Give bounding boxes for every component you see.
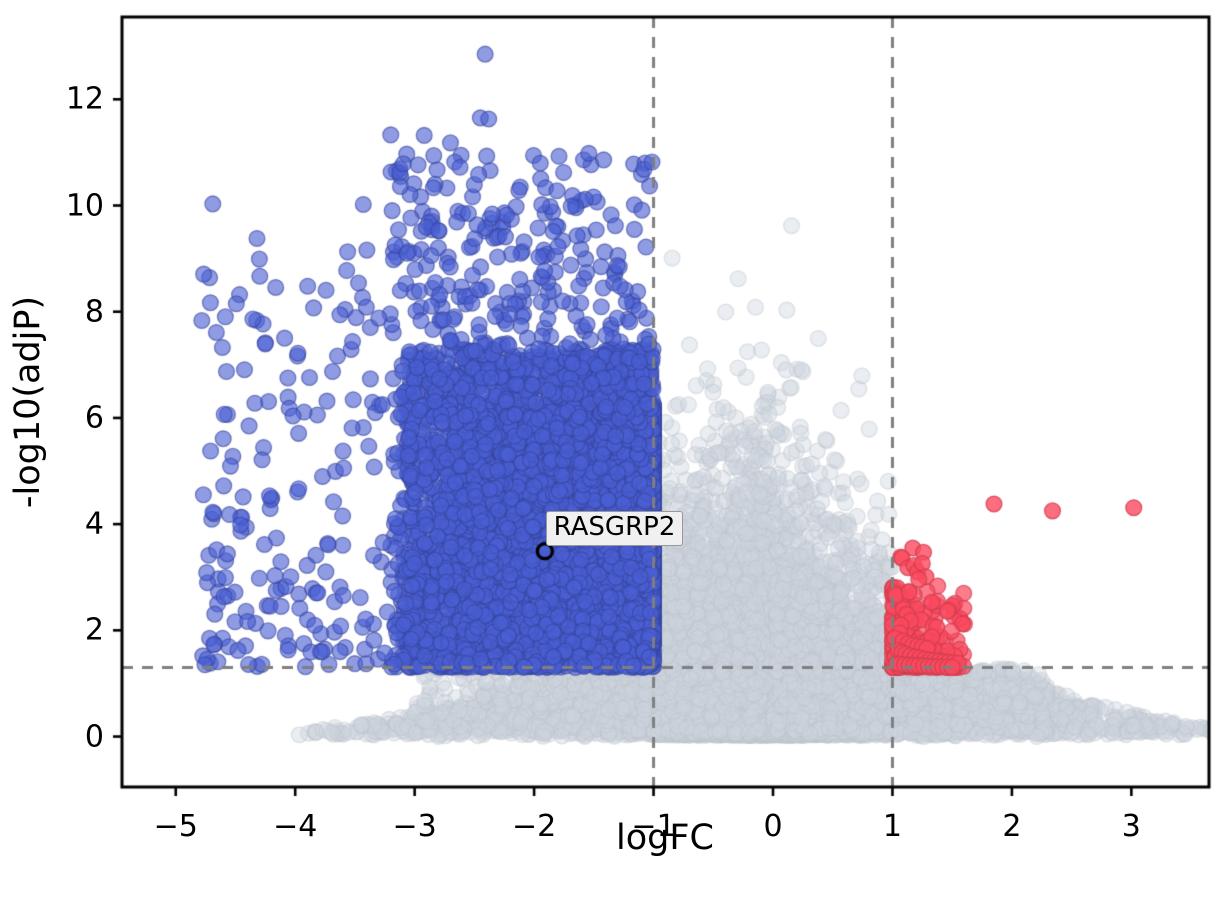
x-tick-4: −1 bbox=[631, 809, 676, 844]
x-tick-7: 2 bbox=[1002, 809, 1022, 844]
gene-annotation-label: RASGRP2 bbox=[545, 511, 684, 546]
y-tick-6: 12 bbox=[65, 81, 104, 117]
y-tick-3: 6 bbox=[84, 400, 104, 436]
y-tick-0: 0 bbox=[84, 719, 104, 755]
x-axis-label: logFC bbox=[616, 818, 714, 858]
x-tick-0: −5 bbox=[153, 809, 198, 844]
y-tick-2: 4 bbox=[84, 506, 104, 542]
y-tick-1: 2 bbox=[84, 612, 104, 648]
x-tick-8: 3 bbox=[1121, 809, 1141, 844]
x-tick-3: −2 bbox=[511, 809, 557, 844]
x-tick-2: −3 bbox=[392, 809, 437, 844]
x-tick-5: 0 bbox=[763, 809, 783, 844]
y-tick-5: 10 bbox=[65, 188, 104, 224]
x-tick-1: −4 bbox=[273, 809, 318, 844]
y-axis-label: -log10(adjP) bbox=[8, 295, 48, 509]
x-tick-6: 1 bbox=[882, 809, 902, 844]
y-tick-4: 8 bbox=[84, 294, 104, 330]
